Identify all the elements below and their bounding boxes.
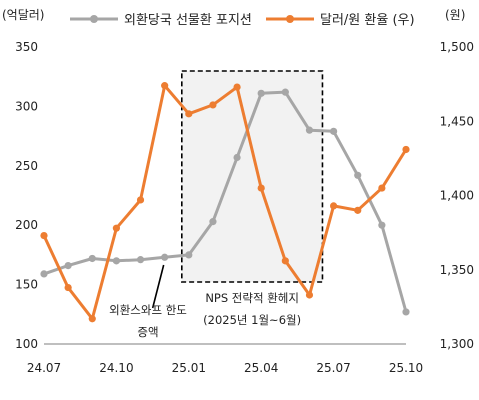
legend-label-fx: 달러/원 환율 (우) xyxy=(320,13,415,28)
y-right-tick-label: 1,450 xyxy=(440,114,474,128)
y-left-tick-label: 150 xyxy=(15,278,38,292)
series-point xyxy=(64,283,72,292)
y-right-tick-label: 1,350 xyxy=(440,263,474,277)
series-point xyxy=(40,270,48,278)
series-position xyxy=(40,88,410,316)
series-point xyxy=(88,254,96,263)
series-point xyxy=(233,153,241,162)
series-point xyxy=(112,224,120,232)
right-axis-unit: (원) xyxy=(445,8,465,22)
series-point xyxy=(330,202,338,210)
series-point xyxy=(354,206,362,214)
series-point xyxy=(402,145,410,154)
annotation-label-line1: 외환스와프 한도 xyxy=(109,303,187,317)
series-point xyxy=(281,88,289,96)
series-point xyxy=(88,315,96,323)
y-left-tick-label: 100 xyxy=(15,337,38,351)
series-point xyxy=(209,218,217,226)
legend-marker-fx xyxy=(286,15,294,23)
series-point xyxy=(136,196,145,204)
series-point xyxy=(257,184,265,192)
legend: 외환당국 선물환 포지션 달러/원 환율 (우) xyxy=(70,13,415,28)
series-point xyxy=(305,291,314,299)
annotation-label-line2: 증액 xyxy=(137,325,158,339)
series-point xyxy=(378,221,386,229)
series-point xyxy=(64,261,72,270)
series-point xyxy=(257,89,265,97)
annotation-layer: NPS 전략적 환헤지 (2025년 1월~6월) 외환스와프 한도 증액 xyxy=(109,264,301,339)
series-point xyxy=(281,257,289,265)
series-point xyxy=(185,251,193,259)
axes: 100 150 200 250 300 350 1,300 1,350 1,400 1,450 1,… xyxy=(15,40,474,375)
series-point xyxy=(40,231,48,240)
y-right-tick-label: 1,300 xyxy=(440,337,474,351)
legend-marker-position xyxy=(90,15,98,23)
highlight-label-line1: NPS 전략적 환헤지 xyxy=(205,291,299,305)
series-point xyxy=(161,82,169,90)
series-point xyxy=(112,257,120,265)
series-point xyxy=(185,110,193,118)
legend-label-position: 외환당국 선물환 포지션 xyxy=(124,13,252,28)
series-point xyxy=(161,253,169,261)
x-tick-label: 25.01 xyxy=(172,361,206,375)
series-point xyxy=(354,171,362,179)
series-point xyxy=(136,256,145,264)
left-axis-unit: (억달러) xyxy=(2,8,44,22)
y-left-tick-label: 200 xyxy=(15,218,38,232)
y-left-tick-label: 300 xyxy=(15,99,38,113)
series-point xyxy=(305,126,314,134)
series-point xyxy=(378,184,386,192)
series-point xyxy=(402,308,410,316)
x-tick-label: 24.10 xyxy=(99,361,133,375)
y-left-tick-label: 250 xyxy=(15,159,38,173)
x-tick-label: 25.07 xyxy=(316,361,350,375)
y-right-tick-label: 1,400 xyxy=(440,189,474,203)
series-point xyxy=(209,101,217,109)
nps-hedge-highlight xyxy=(181,70,324,283)
series-line xyxy=(42,84,408,321)
y-right-tick-label: 1,500 xyxy=(440,40,474,54)
series-fx-rate xyxy=(40,82,410,323)
x-tick-label: 25.10 xyxy=(389,361,423,375)
series-layer xyxy=(40,82,410,323)
highlight-label-line2: (2025년 1월~6월) xyxy=(203,313,301,327)
series-point xyxy=(330,127,338,135)
x-tick-label: 25.04 xyxy=(244,361,278,375)
y-left-tick-label: 350 xyxy=(15,40,38,54)
annotation-arrow xyxy=(151,264,165,309)
x-tick-label: 24.07 xyxy=(27,361,61,375)
highlight-box xyxy=(181,70,324,283)
series-line xyxy=(43,90,408,313)
series-point xyxy=(233,83,241,91)
